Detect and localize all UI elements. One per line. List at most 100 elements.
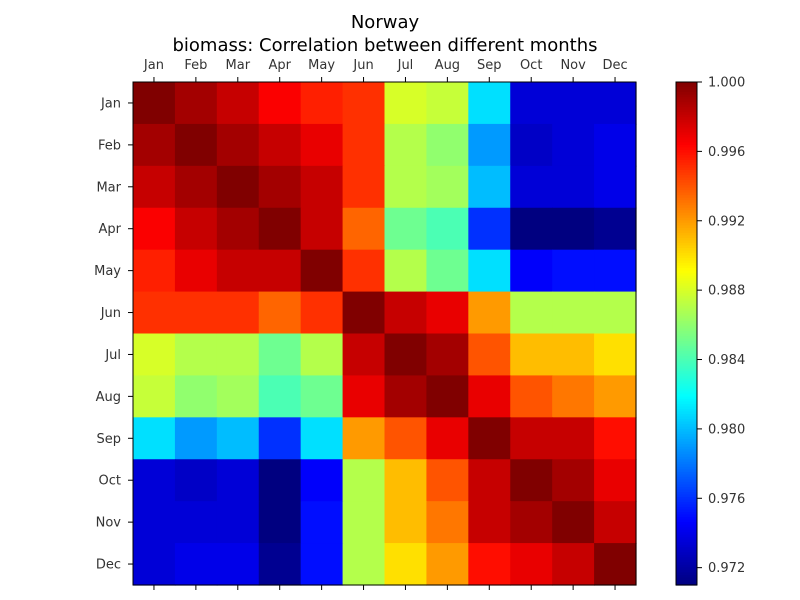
heatmap-cell bbox=[342, 249, 386, 293]
colorbar-segment bbox=[676, 207, 697, 211]
heatmap-cell bbox=[174, 417, 218, 460]
colorbar-segment bbox=[676, 358, 697, 362]
heatmap-cell bbox=[300, 333, 344, 377]
colorbar-segment bbox=[676, 250, 697, 254]
heatmap-cell bbox=[594, 123, 637, 167]
colorbar-segment bbox=[676, 346, 697, 350]
colorbar-segment bbox=[676, 232, 697, 237]
heatmap-cell bbox=[133, 333, 176, 377]
colorbar-tick-label: 0.984 bbox=[708, 353, 745, 368]
heatmap-cell bbox=[468, 375, 511, 418]
colorbar-segment bbox=[676, 227, 697, 231]
heatmap-cell bbox=[300, 249, 344, 293]
colorbar-segment bbox=[676, 283, 697, 287]
colorbar-segment bbox=[676, 363, 697, 367]
colorbar-segment bbox=[676, 454, 697, 458]
heatmap-cell bbox=[426, 207, 469, 251]
colorbar-segment bbox=[676, 177, 697, 181]
y-tick-label: Sep bbox=[96, 432, 121, 447]
colorbar-segment bbox=[676, 562, 697, 566]
x-tick-label: Jun bbox=[352, 58, 373, 73]
colorbar-segment bbox=[676, 476, 697, 480]
heatmap-cell bbox=[133, 165, 176, 209]
heatmap-cell bbox=[216, 501, 260, 544]
colorbar-segment bbox=[676, 524, 697, 528]
colorbar-segment bbox=[676, 426, 697, 430]
heatmap-cell bbox=[216, 459, 260, 502]
colorbar-segment bbox=[676, 419, 697, 423]
colorbar-segment bbox=[676, 295, 697, 299]
x-tick-label: Sep bbox=[477, 58, 502, 73]
colorbar-segment bbox=[676, 474, 697, 478]
heatmap-cell bbox=[216, 417, 260, 460]
colorbar-segment bbox=[676, 305, 697, 309]
colorbar-segment bbox=[676, 212, 697, 216]
colorbar-segment bbox=[676, 491, 697, 496]
colorbar-segment bbox=[676, 318, 697, 322]
colorbar-segment bbox=[676, 376, 697, 380]
heatmap-cell bbox=[300, 543, 344, 586]
colorbar-segment bbox=[676, 424, 697, 428]
colorbar-segment bbox=[676, 509, 697, 513]
colorbar-tick-label: 0.980 bbox=[708, 422, 745, 437]
heatmap-cell bbox=[384, 459, 428, 502]
colorbar-segment bbox=[676, 109, 697, 113]
colorbar-segment bbox=[676, 82, 697, 86]
colorbar-segment bbox=[676, 441, 697, 445]
colorbar-segment bbox=[676, 401, 697, 405]
heatmap-cell bbox=[300, 417, 344, 460]
colorbar-segment bbox=[676, 341, 697, 345]
colorbar-segment bbox=[676, 162, 697, 166]
colorbar-segment bbox=[676, 237, 697, 242]
heatmap-cell bbox=[300, 501, 344, 544]
heatmap-cell bbox=[384, 375, 428, 418]
colorbar-segment bbox=[676, 235, 697, 239]
colorbar-segment bbox=[676, 351, 697, 355]
colorbar-segment bbox=[676, 421, 697, 425]
colorbar-segment bbox=[676, 466, 697, 470]
colorbar-segment bbox=[676, 381, 697, 385]
heatmap-cell bbox=[133, 459, 176, 502]
heatmap-cell bbox=[426, 165, 469, 209]
colorbar-segment bbox=[676, 220, 697, 224]
colorbar-segment bbox=[676, 172, 697, 176]
colorbar-segment bbox=[676, 127, 697, 131]
heatmap-cell bbox=[300, 165, 344, 209]
colorbar-segment bbox=[676, 547, 697, 551]
colorbar-segment bbox=[676, 97, 697, 101]
colorbar-segment bbox=[676, 144, 697, 148]
colorbar-tick-label: 0.972 bbox=[708, 561, 745, 576]
colorbar-segment bbox=[676, 559, 697, 563]
colorbar-segment bbox=[676, 132, 697, 136]
heatmap-cell bbox=[133, 543, 176, 586]
colorbar-segment bbox=[676, 323, 697, 327]
heatmap-cell bbox=[384, 333, 428, 377]
colorbar-segment bbox=[676, 373, 697, 377]
colorbar-segment bbox=[676, 572, 697, 576]
heatmap-cell bbox=[552, 543, 595, 586]
heatmap-cell bbox=[510, 333, 553, 377]
heatmap-cell bbox=[174, 375, 218, 418]
colorbar-segment bbox=[676, 383, 697, 387]
heatmap-cell bbox=[468, 207, 511, 251]
colorbar-segment bbox=[676, 185, 697, 189]
colorbar-segment bbox=[676, 242, 697, 247]
colorbar-segment bbox=[676, 378, 697, 382]
heatmap-cell bbox=[300, 291, 344, 335]
heatmap-cell bbox=[594, 333, 637, 377]
heatmap-cell bbox=[216, 249, 260, 293]
colorbar-tick-label: 1.000 bbox=[708, 76, 745, 91]
heatmap-cell bbox=[342, 123, 386, 167]
heatmap-cell bbox=[258, 82, 302, 125]
colorbar-segment bbox=[676, 268, 697, 272]
heatmap-cell bbox=[468, 417, 511, 460]
colorbar-segment bbox=[676, 539, 697, 543]
colorbar-segment bbox=[676, 308, 697, 312]
colorbar-segment bbox=[676, 406, 697, 410]
colorbar-segment bbox=[676, 512, 697, 516]
heatmap-cell bbox=[426, 459, 469, 502]
colorbar-segment bbox=[676, 159, 697, 164]
colorbar-segment bbox=[676, 142, 697, 146]
colorbar-segment bbox=[676, 494, 697, 498]
colorbar-segment bbox=[676, 333, 697, 337]
